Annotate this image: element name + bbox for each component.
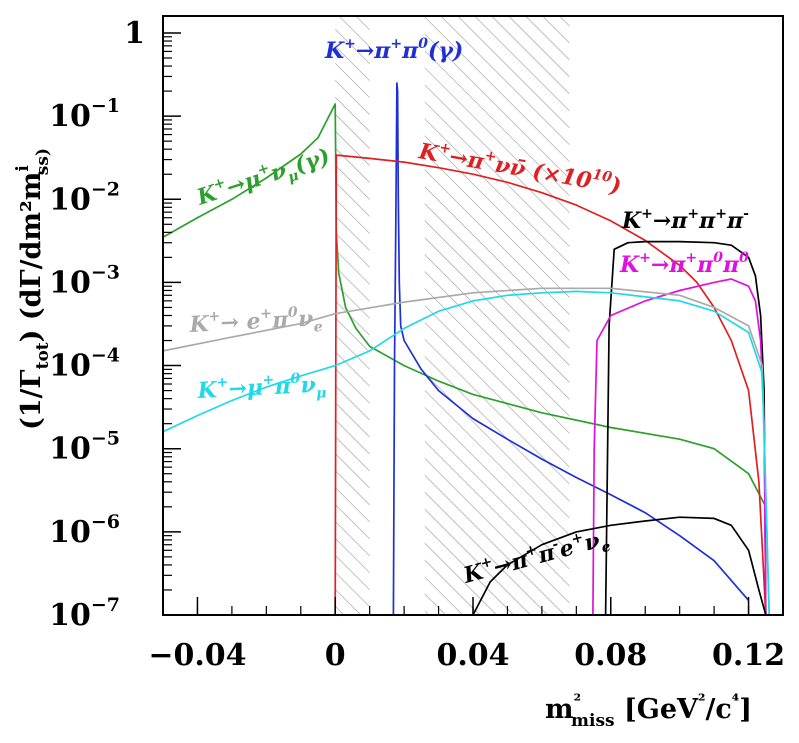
y-tick-label-4: 10−3 (49, 261, 120, 300)
signal-region-2 (424, 16, 570, 615)
y-tick-label-6: 10−1 (49, 95, 120, 134)
label-k3pi0: K+→π+π0π0 (619, 250, 749, 278)
series-line-0 (163, 103, 767, 508)
series-line-4 (592, 278, 767, 615)
label-kmu3: K+→μ+π0νμ (196, 369, 327, 408)
series-line-7 (472, 516, 767, 615)
x-axis-label: m² miss [GeV²/c⁴] (545, 691, 752, 731)
series-line-1 (392, 82, 750, 615)
label-kmu2: K+→μ+νμ(γ) (192, 141, 334, 214)
label-kpi2: K+→π+π0(γ) (324, 36, 463, 64)
y-tick-label-0: 10−7 (49, 594, 120, 633)
x-tick-label-3: 0.08 (574, 638, 647, 673)
y-tick-label-2: 10−5 (49, 428, 120, 467)
x-tick-label-0: −0.04 (148, 638, 246, 673)
series-line-5 (163, 287, 771, 615)
x-tick-label-4: 0.12 (712, 638, 785, 673)
y-tick-label-5: 10−2 (49, 178, 120, 217)
y-axis-label: (1/Γtot) (dΓ/dm²miss) (13, 148, 53, 430)
series-line-3 (604, 240, 767, 615)
label-ke3: K+→ e+π0νe (188, 303, 323, 342)
series-line-2 (334, 154, 767, 615)
series-line-6 (163, 290, 771, 615)
signal-region-1 (335, 16, 370, 615)
y-tick-label-1: 10−6 (49, 511, 120, 550)
x-tick-label-2: 0.04 (436, 638, 509, 673)
y-tick-label-7: 1 (124, 16, 145, 51)
plot-frame (162, 15, 784, 616)
label-k3pi: K+→π+π+π- (621, 206, 749, 234)
x-tick-label-1: 0 (325, 638, 346, 673)
y-tick-label-3: 10−4 (49, 345, 120, 384)
